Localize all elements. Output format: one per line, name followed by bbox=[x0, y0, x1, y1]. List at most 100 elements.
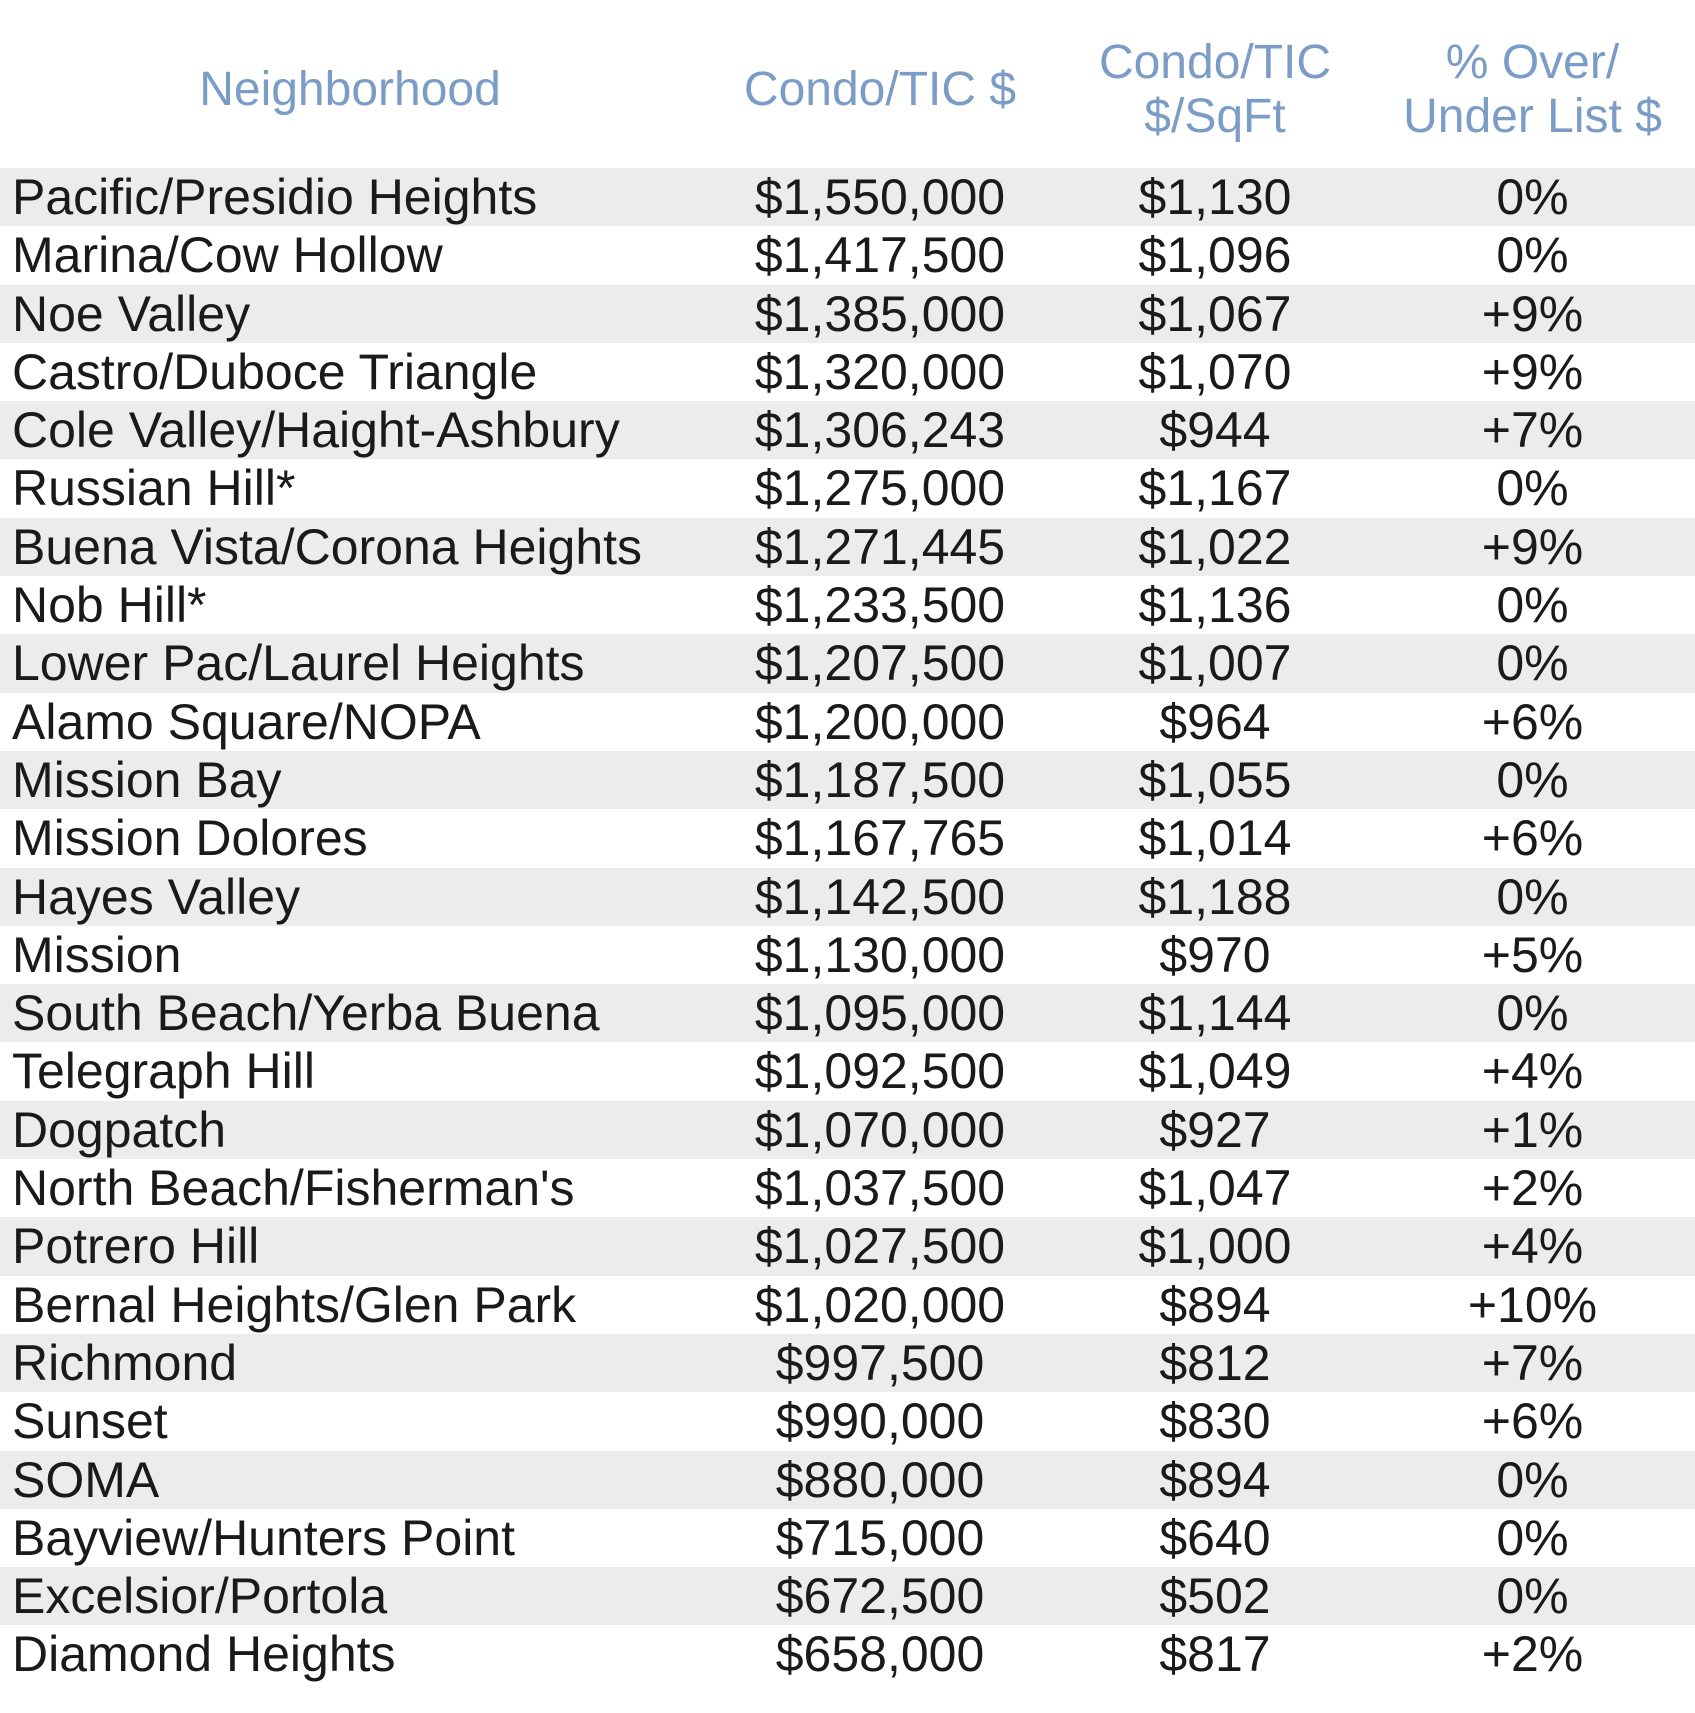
cell-price: $1,187,500 bbox=[754, 751, 1006, 808]
cell-price: $1,020,000 bbox=[754, 1276, 1006, 1333]
table-row: Bernal Heights/Glen Park $1,020,000 $894 +1… bbox=[0, 1276, 1695, 1334]
cell-over-under-list: +6% bbox=[1481, 1393, 1584, 1450]
header-sqft-line1: Condo/TIC bbox=[1098, 36, 1332, 89]
cell-neighborhood: Mission Dolores bbox=[12, 810, 368, 867]
cell-price-per-sqft: $964 bbox=[1159, 693, 1271, 750]
cell-price: $672,500 bbox=[775, 1568, 985, 1625]
cell-neighborhood: Hayes Valley bbox=[12, 868, 301, 925]
cell-over-under-list: +4% bbox=[1481, 1043, 1584, 1100]
cell-price-per-sqft: $1,007 bbox=[1138, 635, 1292, 692]
header-price-label: Condo/TIC $ bbox=[743, 63, 1017, 116]
cell-price: $1,200,000 bbox=[754, 693, 1006, 750]
cell-neighborhood: Potrero Hill bbox=[12, 1218, 260, 1275]
cell-over-under-list: 0% bbox=[1496, 868, 1569, 925]
table-row: Noe Valley $1,385,000 $1,067 +9% bbox=[0, 284, 1695, 343]
cell-neighborhood: Mission Bay bbox=[12, 751, 282, 808]
cell-price: $990,000 bbox=[775, 1393, 985, 1450]
cell-neighborhood: Sunset bbox=[12, 1393, 168, 1450]
cell-neighborhood: Russian Hill* bbox=[12, 460, 296, 517]
cell-over-under-list: +9% bbox=[1481, 343, 1584, 400]
cell-neighborhood: Nob Hill* bbox=[12, 577, 207, 634]
cell-price: $1,550,000 bbox=[754, 169, 1006, 225]
cell-price: $1,320,000 bbox=[754, 343, 1006, 400]
cell-over-under-list: 0% bbox=[1496, 169, 1569, 225]
cell-over-under-list: 0% bbox=[1496, 985, 1569, 1042]
cell-over-under-list: 0% bbox=[1496, 1509, 1569, 1566]
table-row: Castro/Duboce Triangle $1,320,000 $1,070 +9… bbox=[0, 343, 1695, 401]
cell-price-per-sqft: $1,067 bbox=[1138, 285, 1292, 342]
header-pct-line2: Under List $ bbox=[1403, 90, 1662, 143]
table-row: North Beach/Fisherman's $1,037,500 $1,047 +… bbox=[0, 1159, 1695, 1217]
cell-neighborhood: Castro/Duboce Triangle bbox=[12, 343, 538, 400]
table-row: Dogpatch $1,070,000 $927 +1% bbox=[0, 1100, 1695, 1160]
table-row: Mission Bay $1,187,500 $1,055 0% bbox=[0, 750, 1695, 810]
table-row: Buena Vista/Corona Heights $1,271,445 $1,0… bbox=[0, 517, 1695, 577]
cell-price: $1,207,500 bbox=[754, 635, 1006, 692]
table-row: Cole Valley/Haight-Ashbury $1,306,243 $944… bbox=[0, 401, 1695, 460]
cell-price-per-sqft: $812 bbox=[1159, 1334, 1271, 1391]
cell-over-under-list: +4% bbox=[1481, 1218, 1584, 1275]
cell-price: $1,233,500 bbox=[754, 577, 1006, 634]
cell-neighborhood: Bayview/Hunters Point bbox=[12, 1509, 516, 1566]
table-row: Bayview/Hunters Point $715,000 $640 0% bbox=[0, 1509, 1695, 1567]
table-row: SOMA $880,000 $894 0% bbox=[0, 1450, 1695, 1509]
cell-price-per-sqft: $1,000 bbox=[1138, 1218, 1292, 1275]
cell-price-per-sqft: $1,096 bbox=[1138, 227, 1292, 284]
cell-price: $1,095,000 bbox=[754, 985, 1006, 1042]
cell-neighborhood: South Beach/Yerba Buena bbox=[12, 985, 600, 1042]
cell-price-per-sqft: $502 bbox=[1159, 1568, 1271, 1625]
cell-neighborhood: Pacific/Presidio Heights bbox=[12, 169, 538, 225]
cell-price-per-sqft: $817 bbox=[1159, 1626, 1271, 1683]
cell-price-per-sqft: $894 bbox=[1159, 1451, 1271, 1508]
cell-neighborhood: North Beach/Fisherman's bbox=[12, 1160, 575, 1217]
table-row: Alamo Square/NOPA $1,200,000 $964 +6% bbox=[0, 693, 1695, 751]
cell-over-under-list: +1% bbox=[1481, 1101, 1584, 1158]
cell-price-per-sqft: $1,144 bbox=[1138, 985, 1292, 1042]
cell-price: $658,000 bbox=[775, 1626, 985, 1683]
cell-neighborhood: Mission bbox=[12, 926, 182, 983]
table-header: Neighborhood Condo/TIC $ Condo/TIC $/SqF… bbox=[0, 30, 1695, 150]
cell-over-under-list: +7% bbox=[1481, 1334, 1584, 1391]
cell-price-per-sqft: $830 bbox=[1159, 1393, 1271, 1450]
cell-neighborhood: Excelsior/Portola bbox=[12, 1568, 388, 1625]
cell-neighborhood: Bernal Heights/Glen Park bbox=[12, 1276, 577, 1333]
table-row: Excelsior/Portola $672,500 $502 0% bbox=[0, 1567, 1695, 1626]
cell-price: $1,167,765 bbox=[754, 810, 1006, 867]
header-neighborhood: Neighborhood bbox=[0, 30, 700, 150]
cell-price: $1,070,000 bbox=[754, 1101, 1006, 1158]
cell-price: $1,092,500 bbox=[754, 1043, 1006, 1100]
header-over-under-list: % Over/ Under List $ bbox=[1370, 30, 1695, 150]
cell-over-under-list: 0% bbox=[1496, 1451, 1569, 1508]
cell-over-under-list: +10% bbox=[1467, 1276, 1598, 1333]
table-row: Nob Hill* $1,233,500 $1,136 0% bbox=[0, 576, 1695, 634]
table-row: Richmond $997,500 $812 +7% bbox=[0, 1333, 1695, 1393]
cell-price-per-sqft: $1,130 bbox=[1138, 169, 1292, 225]
cell-neighborhood: Telegraph Hill bbox=[12, 1043, 315, 1100]
cell-price: $715,000 bbox=[775, 1509, 985, 1566]
table-row: Mission $1,130,000 $970 +5% bbox=[0, 926, 1695, 984]
cell-neighborhood: Lower Pac/Laurel Heights bbox=[12, 635, 585, 692]
cell-over-under-list: 0% bbox=[1496, 577, 1569, 634]
cell-price-per-sqft: $944 bbox=[1159, 402, 1271, 459]
header-neighborhood-label: Neighborhood bbox=[199, 63, 501, 116]
cell-price-per-sqft: $1,136 bbox=[1138, 577, 1292, 634]
cell-price-per-sqft: $1,188 bbox=[1138, 868, 1292, 925]
cell-over-under-list: 0% bbox=[1496, 1568, 1569, 1625]
cell-over-under-list: +5% bbox=[1481, 926, 1584, 983]
table-row: Mission Dolores $1,167,765 $1,014 +6% bbox=[0, 809, 1695, 867]
cell-over-under-list: +6% bbox=[1481, 810, 1584, 867]
cell-over-under-list: 0% bbox=[1496, 227, 1569, 284]
cell-over-under-list: 0% bbox=[1496, 751, 1569, 808]
cell-neighborhood: Diamond Heights bbox=[12, 1626, 396, 1683]
cell-neighborhood: Alamo Square/NOPA bbox=[12, 693, 481, 750]
cell-neighborhood: Dogpatch bbox=[12, 1101, 227, 1158]
cell-over-under-list: +9% bbox=[1481, 285, 1584, 342]
cell-price-per-sqft: $1,055 bbox=[1138, 751, 1292, 808]
cell-price-per-sqft: $1,047 bbox=[1138, 1160, 1292, 1217]
table-row: Marina/Cow Hollow $1,417,500 $1,096 0% bbox=[0, 226, 1695, 284]
cell-price: $1,275,000 bbox=[754, 460, 1006, 517]
cell-price: $1,385,000 bbox=[754, 285, 1006, 342]
cell-price: $1,306,243 bbox=[754, 402, 1006, 459]
cell-price-per-sqft: $1,049 bbox=[1138, 1043, 1292, 1100]
table-row: Russian Hill* $1,275,000 $1,167 0% bbox=[0, 459, 1695, 517]
